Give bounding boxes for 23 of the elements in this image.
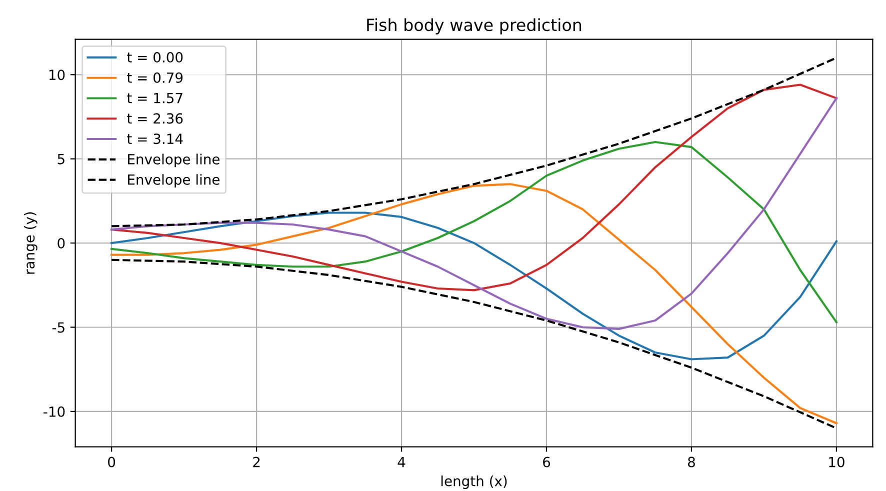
legend-label: t = 3.14 <box>127 134 183 144</box>
x-tick-label: 6 <box>543 456 550 468</box>
legend-label: t = 2.36 <box>127 113 183 124</box>
x-tick-label: 8 <box>688 456 695 468</box>
y-tick-label: 5 <box>58 154 64 164</box>
legend-label: Envelope line <box>128 154 220 168</box>
chart-title: Fish body wave prediction <box>367 18 582 34</box>
y-tick-label: -10 <box>44 406 65 417</box>
x-axis-title: length (x) <box>441 476 507 489</box>
y-tick-label: 10 <box>49 70 65 80</box>
y-tick-label: -5 <box>52 322 64 333</box>
y-axis-title: range (y) <box>24 212 38 274</box>
y-tick-label: 0 <box>58 238 65 249</box>
legend-label: t = 0.79 <box>127 72 183 83</box>
legend-label: t = 0.00 <box>127 52 183 63</box>
x-tick-label: 4 <box>398 456 406 468</box>
line-series <box>110 84 838 292</box>
x-tick-label: 0 <box>108 456 116 468</box>
legend-label: Envelope line <box>128 174 220 188</box>
line-series <box>110 212 838 360</box>
x-tick-label: 2 <box>253 456 260 468</box>
legend-label: t = 1.57 <box>127 92 182 104</box>
x-tick-label: 10 <box>829 456 844 468</box>
